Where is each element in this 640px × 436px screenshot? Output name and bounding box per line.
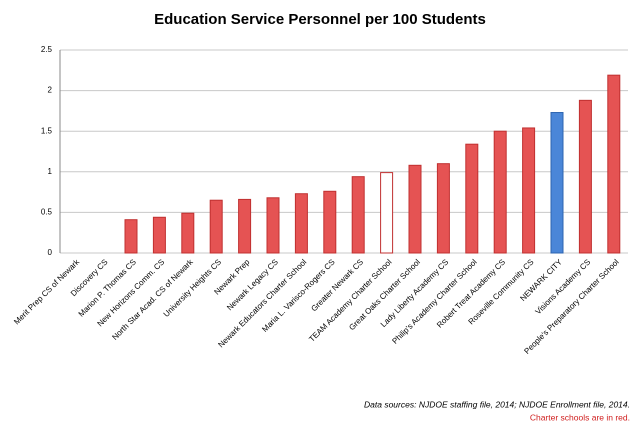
bar bbox=[152, 216, 166, 254]
bar bbox=[209, 199, 223, 254]
bar bbox=[351, 176, 365, 254]
y-tick-label: 1.5 bbox=[41, 126, 53, 135]
bar bbox=[522, 127, 536, 254]
y-tick-label: 0 bbox=[48, 248, 53, 257]
y-tick-label: 2.5 bbox=[41, 45, 53, 54]
bar bbox=[408, 164, 422, 254]
legend-note: Charter schools are in red. bbox=[530, 412, 630, 422]
bar bbox=[380, 172, 394, 254]
bar bbox=[238, 198, 252, 254]
source-note: Data sources: NJDOE staffing file, 2014;… bbox=[364, 399, 630, 409]
bar bbox=[266, 197, 280, 254]
bar bbox=[550, 112, 564, 254]
bar bbox=[181, 212, 195, 254]
bar bbox=[294, 193, 308, 254]
x-tick-label: Greater Newark CS bbox=[309, 258, 365, 314]
bar bbox=[436, 163, 450, 254]
x-tick-label: Visions Academy CS bbox=[534, 258, 593, 317]
y-tick-label: 1 bbox=[48, 167, 53, 176]
y-tick-label: 2 bbox=[48, 86, 53, 95]
bar bbox=[578, 99, 592, 254]
bar bbox=[124, 219, 138, 254]
y-tick-label: 0.5 bbox=[41, 208, 53, 217]
bar bbox=[465, 143, 479, 254]
bar bbox=[323, 190, 337, 254]
x-tick-label: Newark Legacy CS bbox=[225, 258, 280, 313]
chart-title: Education Service Personnel per 100 Stud… bbox=[154, 11, 486, 28]
bar bbox=[607, 74, 621, 254]
bar bbox=[493, 130, 507, 254]
